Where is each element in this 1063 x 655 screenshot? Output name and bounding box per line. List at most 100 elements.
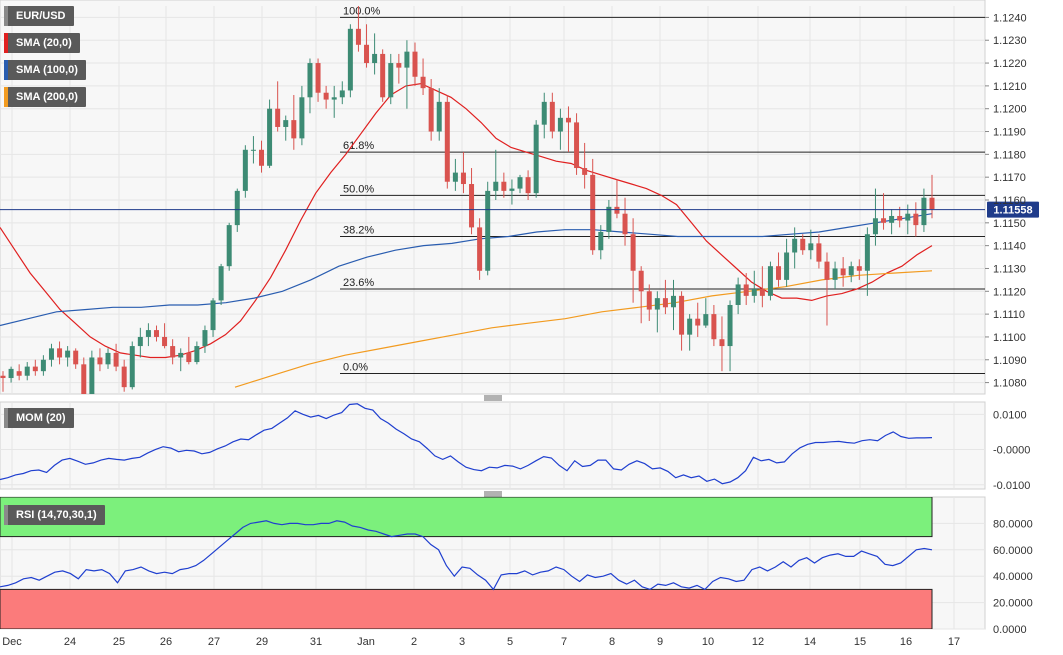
legend-label: SMA (20,0) (16, 37, 72, 49)
swatch (4, 33, 8, 53)
swatch (4, 60, 8, 80)
y-tick-label: 1.1220 (993, 58, 1027, 70)
candle-body (267, 108, 273, 166)
candle-body (355, 28, 361, 45)
candle-body (840, 268, 846, 276)
candle-body (638, 270, 644, 292)
swatch (4, 505, 8, 525)
candle-body (743, 284, 749, 296)
legend-rsi[interactable]: RSI (14,70,30,1) (4, 505, 105, 525)
x-tick-label: 29 (256, 636, 268, 648)
y-tick-label: 1.1240 (993, 12, 1027, 24)
fibonacci-levels: 100.0% 61.8% 50.0% 38.2% 23.6% 0.0% (340, 5, 985, 374)
panel-resize-handles[interactable] (484, 395, 502, 497)
candle-body (590, 174, 596, 251)
candle-body (388, 63, 394, 98)
y-tick-label: 1.1130 (993, 263, 1026, 275)
candle-body (565, 117, 571, 123)
candle-body (848, 266, 854, 276)
x-tick-label: Jan (357, 636, 375, 648)
y-tick-label: 1.1120 (993, 286, 1026, 298)
candle-body (485, 190, 491, 271)
swatch (4, 6, 8, 26)
rsi-zones (0, 497, 933, 629)
candle-body (549, 101, 555, 132)
candle-body (275, 108, 281, 127)
rsi-overbought-zone (0, 497, 933, 538)
candle-body (622, 213, 628, 235)
candle-body (372, 53, 378, 64)
mom-y-tick-label: 0.0100 (993, 409, 1027, 421)
candle-body (792, 238, 798, 253)
x-tick-label: 12 (752, 636, 764, 648)
candle-body (630, 234, 636, 271)
candle-body (816, 243, 822, 262)
mom-y-tick-label: -0.0100 (993, 480, 1030, 492)
legend-sma100[interactable]: SMA (100,0) (4, 60, 86, 80)
x-tick-label: 15 (854, 636, 866, 648)
y-tick-label: 1.1090 (993, 355, 1027, 367)
candle-body (557, 117, 563, 132)
y-tick-label: 1.1110 (993, 309, 1025, 321)
candle-body (412, 51, 418, 77)
candle-body (687, 318, 693, 335)
last-price-line: 1.11558 (0, 201, 1039, 218)
candle-body (420, 76, 426, 89)
candle-body (614, 206, 620, 214)
candle-body (323, 92, 329, 100)
legend-sma200[interactable]: SMA (200,0) (4, 87, 86, 107)
y-tick-label: 1.1180 (993, 149, 1026, 161)
fib-label: 61.8% (343, 140, 374, 152)
fib-label: 38.2% (343, 225, 374, 237)
candle-body (162, 336, 168, 347)
candle-body (727, 304, 733, 347)
candle-body (436, 101, 442, 132)
y-tick-label: 1.1200 (993, 104, 1027, 116)
candle-body (517, 177, 523, 189)
resize-handle[interactable] (484, 491, 502, 497)
candle-body (331, 97, 337, 100)
candle-body (24, 366, 30, 376)
axes: Dec 24 25 26 27 29 31 Jan 2 3 5 7 8 9 10 12 14 15 16 17 1.10… (2, 12, 1033, 648)
candlesticks (0, 6, 935, 394)
candle-body (259, 149, 265, 166)
y-tick-label: 1.1230 (993, 35, 1027, 47)
candle-body (145, 330, 151, 337)
momentum-line (0, 403, 933, 485)
x-tick-label: 17 (948, 636, 960, 648)
candle-body (242, 149, 248, 191)
x-tick-label: 8 (609, 636, 615, 648)
legend-sma20[interactable]: SMA (20,0) (4, 33, 80, 53)
candle-body (800, 238, 806, 251)
candle-body (679, 295, 685, 335)
x-tick-label: 26 (160, 636, 172, 648)
candle-body (16, 371, 22, 376)
candle-body (703, 314, 709, 326)
rsi-oversold-zone (0, 588, 933, 629)
candle-body (574, 122, 580, 169)
candle-body (81, 364, 87, 394)
legend-eurusd[interactable]: EUR/USD (4, 6, 74, 26)
candle-body (73, 350, 79, 365)
legend-mom[interactable]: MOM (20) (4, 408, 74, 428)
candle-body (380, 53, 386, 98)
last-price-badge (987, 201, 1039, 218)
candle-body (186, 352, 192, 363)
candle-body (226, 225, 232, 267)
candle-body (202, 330, 208, 347)
candle-body (533, 124, 539, 194)
resize-handle[interactable] (484, 395, 502, 401)
candle-body (210, 300, 216, 331)
x-tick-label: 3 (459, 636, 465, 648)
mom-line (0, 403, 933, 485)
candle-body (105, 352, 111, 365)
rsi-y-tick-label: 60.0000 (993, 545, 1033, 557)
moving-averages (0, 82, 933, 388)
candle-body (776, 266, 782, 280)
candle-body (606, 206, 612, 232)
y-tick-label: 1.1100 (993, 332, 1026, 344)
candle-body (767, 266, 773, 296)
candle-body (283, 120, 289, 127)
y-tick-label: 1.1190 (993, 127, 1026, 139)
candle-body (347, 28, 353, 91)
